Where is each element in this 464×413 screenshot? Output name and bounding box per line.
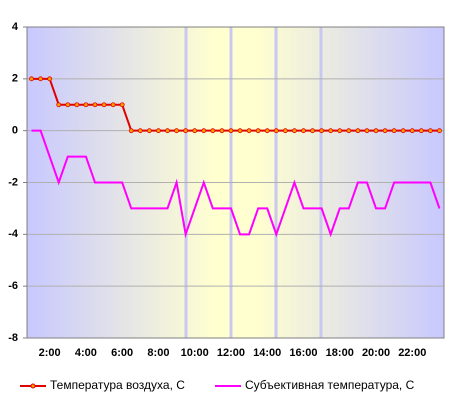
x-tick-label: 6:00 [111,347,133,359]
y-tick-label: 2 [12,73,18,85]
marker [228,128,234,134]
legend-label: Температура воздуха, С [50,378,185,392]
x-tick-label: 20:00 [362,347,390,359]
legend-marker [30,383,36,389]
marker [382,128,388,134]
marker [409,128,415,134]
marker [56,102,62,108]
marker [337,128,343,134]
x-tick-label: 8:00 [147,347,169,359]
marker [400,128,406,134]
marker [282,128,288,134]
marker [355,128,361,134]
x-tick-label: 18:00 [326,347,354,359]
marker [264,128,270,134]
marker [65,102,71,108]
x-tick-label: 12:00 [217,347,245,359]
marker [210,128,216,134]
marker [418,128,424,134]
y-tick-label: -4 [8,228,19,240]
series-line [31,77,440,132]
marker [156,128,161,134]
marker [255,128,261,134]
marker [364,128,370,134]
marker [292,128,297,134]
marker [183,128,189,134]
marker [192,128,198,134]
marker [110,102,116,108]
y-tick-label: -2 [8,176,18,188]
series-line [31,129,441,239]
y-tick-label: -8 [8,332,18,344]
marker [328,128,334,134]
y-tick-label: -6 [8,280,18,292]
x-tick-label: 14:00 [253,347,281,359]
marker [137,128,143,134]
marker [119,102,125,108]
y-tick-label: 0 [12,125,18,137]
marker [373,128,379,134]
marker [310,128,315,134]
marker [29,76,34,82]
marker [128,128,134,134]
y-tick-label: 4 [12,21,19,33]
x-tick-label: 2:00 [39,347,61,359]
marker [301,128,306,134]
marker [83,102,89,108]
marker [74,102,80,108]
marker [38,76,43,82]
legend-label: Субъективная температура, С [245,378,415,392]
marker [437,128,442,134]
x-tick-label: 22:00 [398,347,426,359]
marker [146,128,152,134]
marker [391,128,397,134]
marker [237,128,243,134]
x-tick-label: 10:00 [181,347,209,359]
marker [92,102,98,108]
marker [219,128,225,134]
x-tick-label: 16:00 [289,347,317,359]
marker [47,76,53,82]
marker [319,128,325,134]
marker [165,128,170,134]
marker [428,128,433,134]
x-tick-label: 4:00 [75,347,97,359]
marker [246,128,252,134]
marker [174,128,179,134]
marker [273,128,279,134]
marker [101,102,107,108]
marker [201,128,207,134]
marker [346,128,352,134]
